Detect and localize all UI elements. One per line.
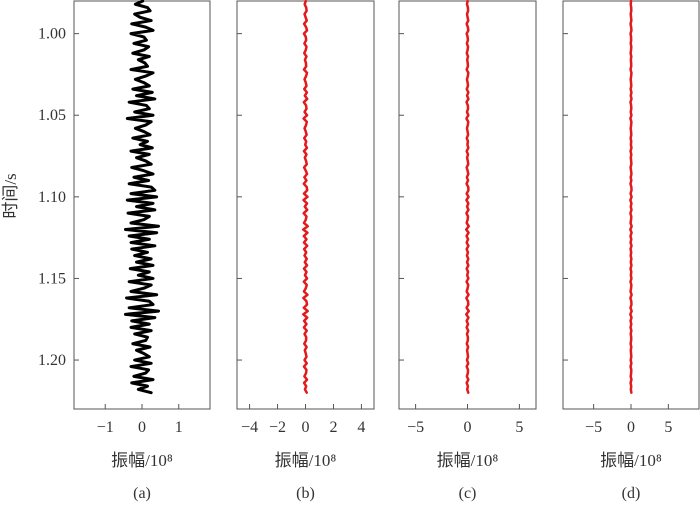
x-axis-label: 振幅/10⁸: [111, 451, 173, 470]
x-axis-label: 振幅/10⁸: [600, 451, 662, 470]
series-line-b: [302, 0, 309, 394]
x-tick-label: 0: [302, 419, 310, 436]
x-tick-label: 2: [329, 419, 337, 436]
x-tick-label: 5: [664, 419, 672, 436]
x-tick-label: 0: [464, 419, 472, 436]
y-tick-label: 1.00: [38, 26, 66, 43]
x-tick-label: 0: [138, 419, 146, 436]
panel-d: −5 0 5振幅/10⁸ (d): [562, 0, 700, 502]
x-tick-label: −5: [407, 419, 424, 436]
y-tick-label: 1.10: [38, 189, 66, 206]
x-tick-label: −4: [241, 419, 258, 436]
x-tick-label: 5: [515, 419, 523, 436]
y-tick-label: 1.05: [38, 107, 66, 124]
x-tick-label: −1: [97, 419, 114, 436]
panel-label: (d): [622, 485, 641, 502]
x-axis-label: 振幅/10⁸: [275, 451, 337, 470]
x-tick-label: −5: [585, 419, 602, 436]
panel-label: (a): [133, 485, 151, 502]
series-line-c: [465, 0, 470, 394]
panel-label: (c): [459, 485, 477, 502]
x-axis-label: 振幅/10⁸: [437, 451, 499, 470]
panel-c: −5 0 5 振幅/10⁸ (c): [398, 0, 537, 502]
x-tick-label: −2: [269, 419, 286, 436]
x-tick-label: 1: [175, 419, 183, 436]
series-line-a: [123, 0, 161, 395]
panel-a: 1.00 1.05 1.10 1.15 1.20 −1 0 1振幅/10⁸ (a) 时间/s: [1, 0, 211, 502]
panel-b: −4 −2 0 2 4 振幅/10⁸ (b): [236, 0, 375, 502]
panel-label: (b): [296, 485, 315, 502]
x-tick-label: 0: [627, 419, 635, 436]
x-tick-label: 4: [357, 419, 365, 436]
y-axis-label: 时间/s: [1, 173, 20, 218]
y-tick-label: 1.15: [38, 270, 66, 287]
series-line-d: [629, 0, 633, 394]
y-tick-label: 1.20: [38, 352, 66, 369]
